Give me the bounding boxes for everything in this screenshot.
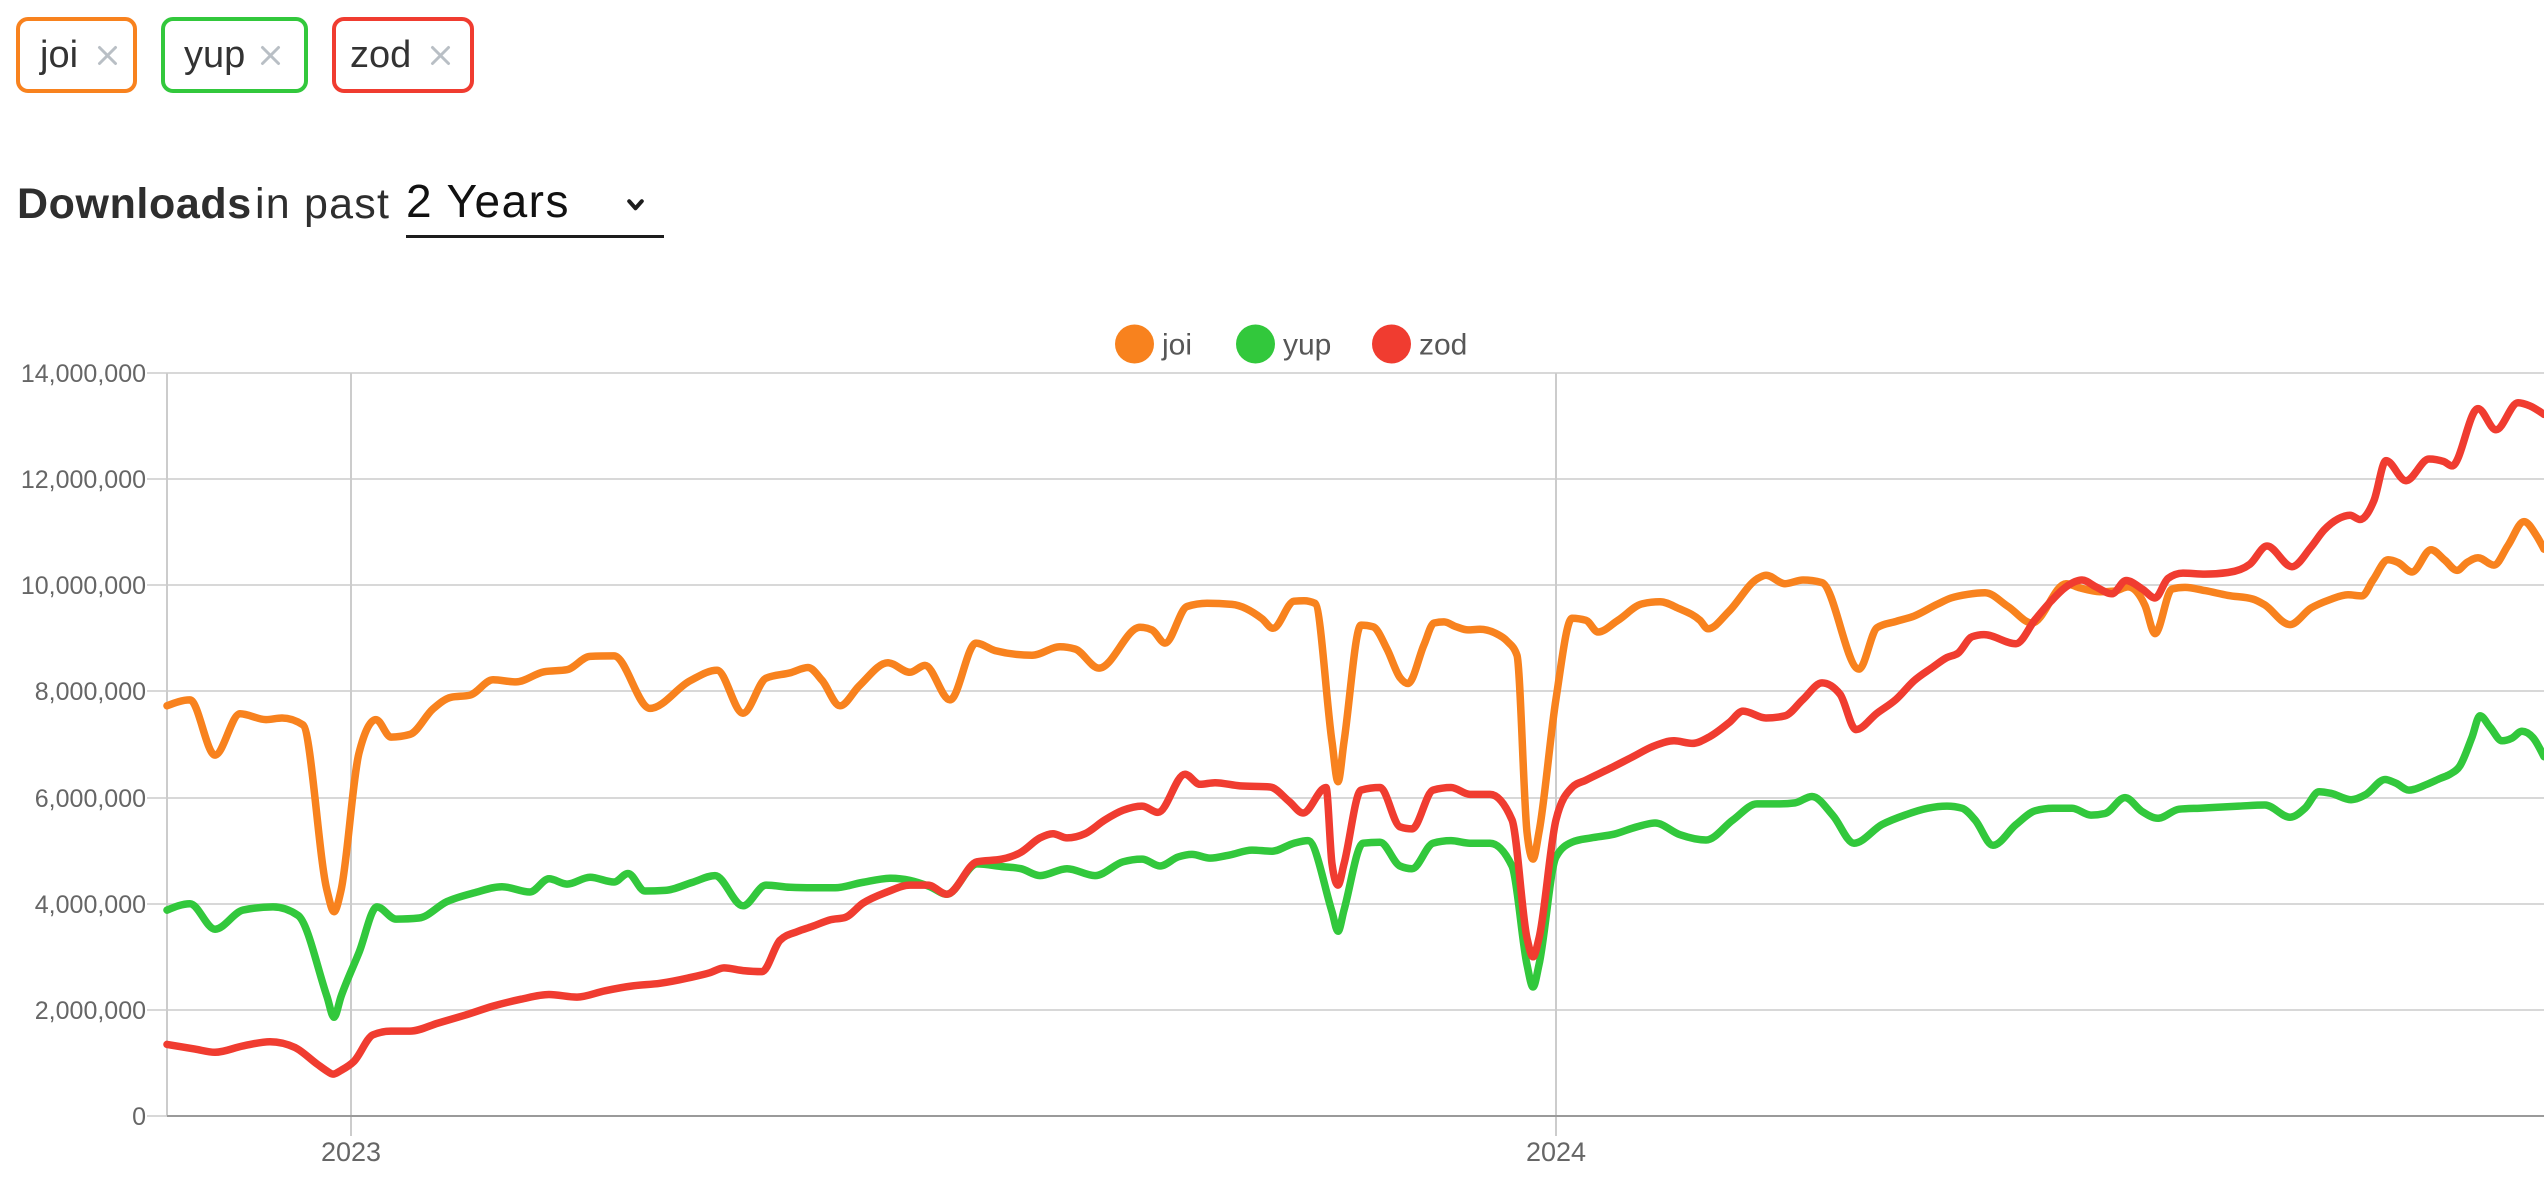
svg-text:6,000,000: 6,000,000 xyxy=(35,785,146,813)
svg-text:2,000,000: 2,000,000 xyxy=(35,997,146,1025)
svg-text:4,000,000: 4,000,000 xyxy=(35,891,146,919)
svg-text:12,000,000: 12,000,000 xyxy=(21,466,146,494)
svg-text:2023: 2023 xyxy=(321,1137,381,1167)
svg-text:yup: yup xyxy=(1283,329,1331,362)
svg-text:14,000,000: 14,000,000 xyxy=(21,360,146,388)
svg-text:2024: 2024 xyxy=(1526,1137,1586,1167)
svg-text:10,000,000: 10,000,000 xyxy=(21,572,146,600)
svg-text:8,000,000: 8,000,000 xyxy=(35,678,146,706)
svg-text:joi: joi xyxy=(1161,329,1192,362)
svg-text:zod: zod xyxy=(1419,329,1467,362)
svg-text:0: 0 xyxy=(132,1103,146,1131)
